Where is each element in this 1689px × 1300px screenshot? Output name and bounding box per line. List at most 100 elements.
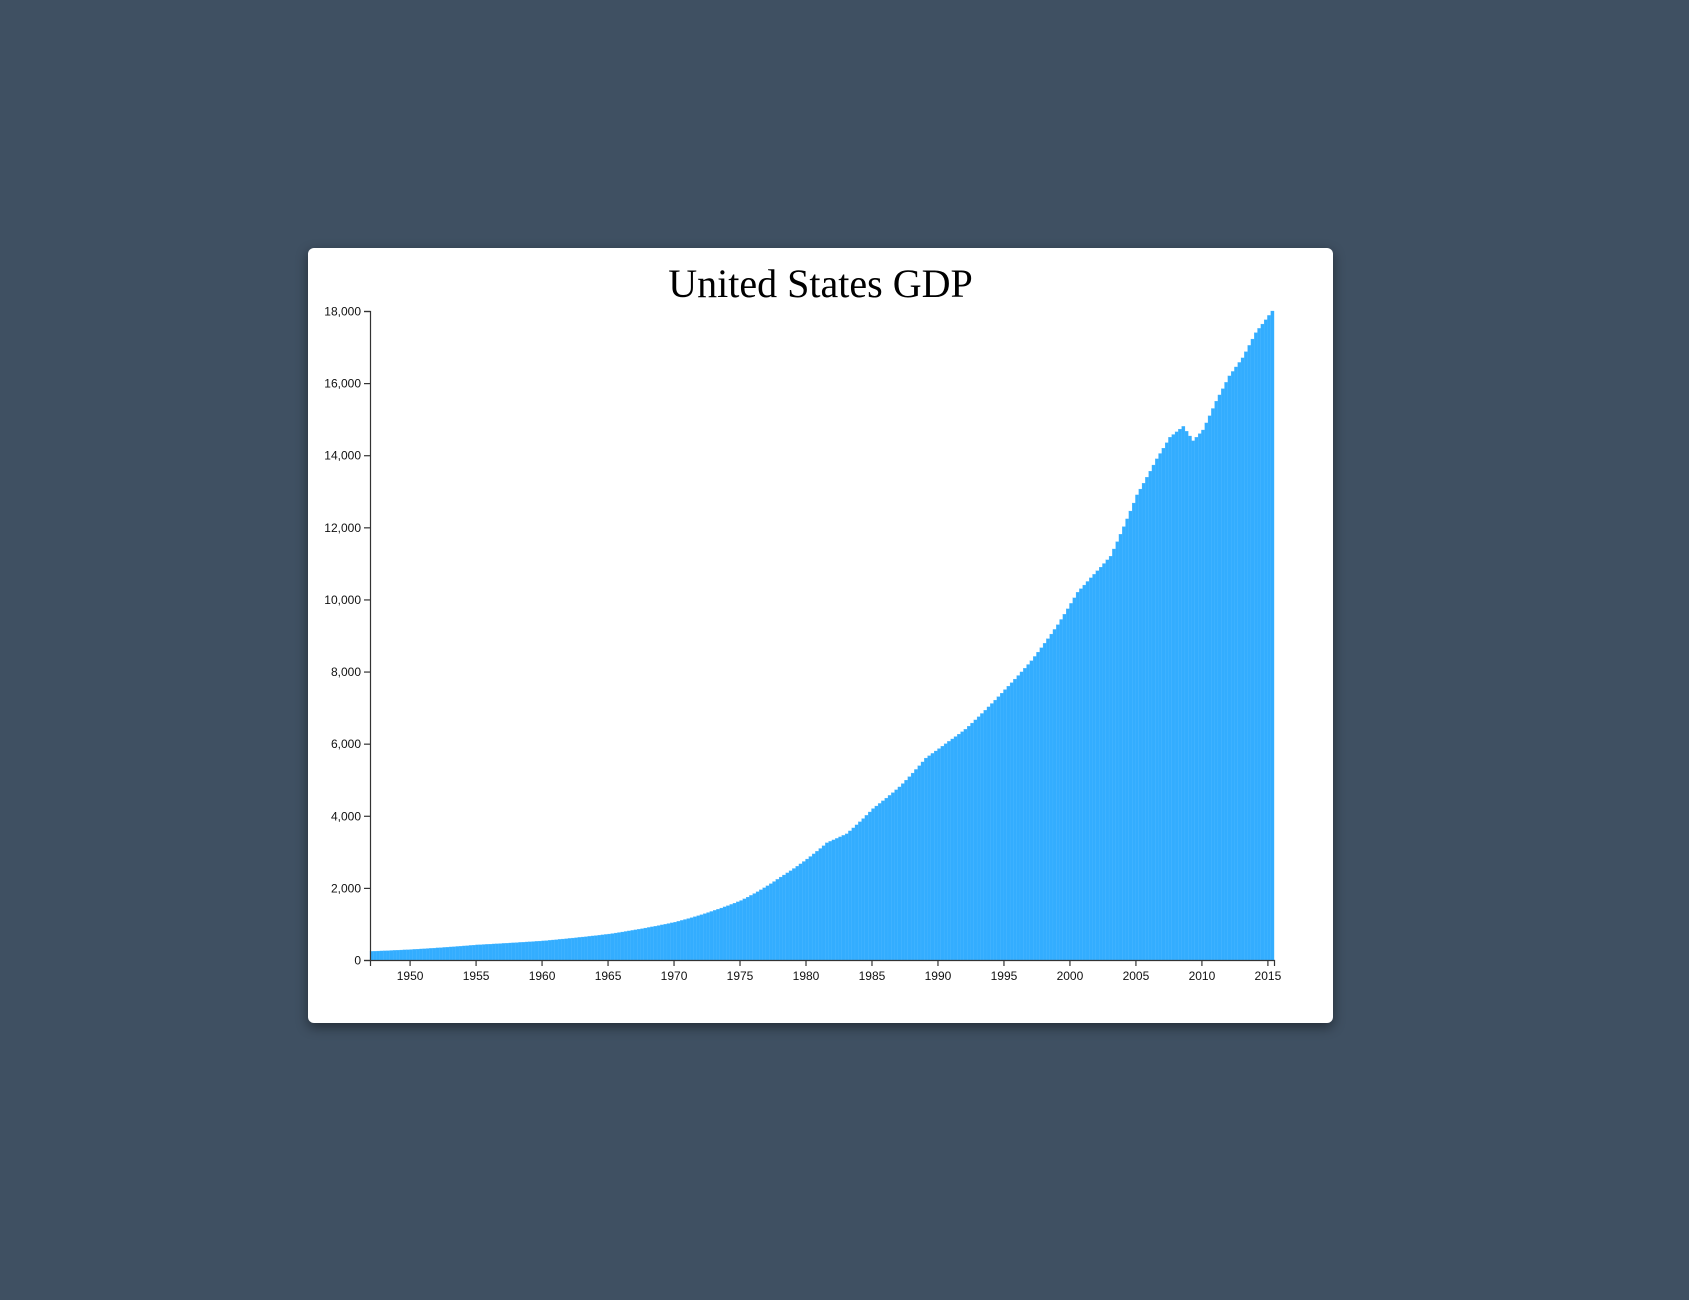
gdp-bar: [604, 934, 608, 961]
gdp-bar: [1164, 442, 1169, 961]
gdp-bar: [660, 924, 664, 961]
gdp-bar: [825, 842, 829, 961]
gdp-bar: [848, 830, 852, 961]
gdp-bar: [1085, 581, 1090, 961]
x-tick-label: 1990: [925, 969, 952, 983]
gdp-bar: [574, 937, 579, 961]
gdp-bar: [518, 942, 522, 961]
gdp-bar: [775, 879, 780, 961]
gdp-bar: [1207, 415, 1212, 961]
gdp-bar: [544, 940, 549, 961]
x-tick-label: 1960: [529, 969, 556, 983]
gdp-bar: [709, 911, 714, 961]
gdp-bar: [670, 922, 674, 961]
gdp-bar: [752, 893, 757, 961]
x-tick-label: 1985: [859, 969, 886, 983]
x-tick-label: 1965: [595, 969, 622, 983]
gdp-bar: [1013, 678, 1017, 961]
gdp-bar: [458, 946, 463, 961]
y-tick-label: 14,000: [324, 449, 361, 463]
gdp-bar: [485, 944, 489, 961]
gdp-bar: [1135, 494, 1139, 961]
gdp-bar: [680, 920, 684, 961]
gdp-bar: [947, 741, 951, 961]
gdp-bar: [1178, 428, 1182, 961]
gdp-bar: [811, 853, 816, 961]
gdp-bar: [373, 951, 377, 961]
y-tick-label: 0: [354, 954, 361, 968]
gdp-bar: [515, 942, 519, 961]
gdp-bar: [1092, 574, 1097, 961]
gdp-bar: [425, 948, 430, 961]
gdp-bar: [1148, 471, 1153, 961]
gdp-bar: [1221, 388, 1225, 961]
gdp-bar: [594, 935, 598, 961]
gdp-bar: [392, 950, 397, 961]
gdp-bar: [1003, 689, 1007, 961]
gdp-bar: [1204, 422, 1209, 961]
gdp-bar: [445, 947, 450, 961]
gdp-bar: [821, 845, 826, 961]
x-axis-line: [369, 959, 1276, 966]
gdp-bar: [1254, 332, 1258, 961]
gdp-bar: [462, 945, 466, 961]
gdp-bar: [683, 919, 687, 961]
gdp-bar: [1125, 518, 1130, 961]
gdp-bar: [1188, 435, 1192, 961]
gdp-bar: [788, 870, 793, 961]
gdp-bar: [719, 907, 724, 961]
gdp-bar: [894, 789, 899, 961]
gdp-bar: [976, 716, 981, 961]
gdp-bar: [505, 943, 509, 961]
gdp-bar: [901, 783, 905, 961]
gdp-bar: [1191, 440, 1195, 961]
gdp-bar: [1095, 570, 1100, 961]
gdp-bar: [1230, 371, 1235, 961]
gdp-bar: [1016, 675, 1021, 961]
gdp-bar: [386, 950, 390, 961]
gdp-bar: [590, 935, 595, 961]
gdp-bar: [907, 776, 912, 961]
gdp-bar: [1161, 448, 1166, 961]
gdp-bar: [1132, 502, 1136, 961]
gdp-bar: [805, 858, 809, 961]
gdp-bar: [1049, 633, 1054, 961]
gdp-bar: [1066, 608, 1070, 961]
gdp-bar: [736, 901, 740, 961]
gdp-bar: [1072, 597, 1077, 961]
gdp-bar: [745, 896, 750, 961]
gdp-bar: [607, 933, 612, 961]
gdp-bar: [630, 930, 635, 961]
gdp-bar: [993, 699, 998, 961]
gdp-bar: [442, 947, 447, 961]
gdp-bar: [1112, 548, 1116, 961]
gdp-bar: [1062, 614, 1067, 961]
gdp-bar: [1214, 401, 1219, 961]
gdp-bar: [452, 946, 456, 961]
gdp-bar: [1181, 426, 1186, 961]
gdp-bar: [706, 912, 711, 961]
gdp-bar: [623, 931, 628, 961]
gdp-bar: [884, 797, 889, 961]
gdp-bar: [1019, 671, 1024, 961]
gdp-bar: [422, 948, 427, 961]
gdp-bar: [1267, 315, 1271, 961]
gdp-bar: [1118, 534, 1123, 961]
x-tick-label: 1980: [793, 969, 820, 983]
x-tick-label: 1955: [463, 969, 490, 983]
gdp-bar: [561, 938, 565, 961]
gdp-bar: [475, 944, 480, 961]
gdp-bar: [1247, 345, 1252, 961]
gdp-bar: [769, 883, 773, 961]
gdp-bar: [1263, 319, 1268, 961]
gdp-bar: [957, 734, 961, 961]
gdp-bar: [600, 934, 605, 961]
gdp-bar: [927, 755, 932, 961]
gdp-bar: [742, 898, 747, 961]
gdp-bar: [1122, 526, 1126, 961]
gdp-bar: [1075, 592, 1080, 961]
gdp-bar: [924, 757, 928, 961]
gdp-bar: [963, 729, 968, 961]
gdp-bar: [581, 936, 585, 961]
gdp-bar: [792, 868, 796, 961]
